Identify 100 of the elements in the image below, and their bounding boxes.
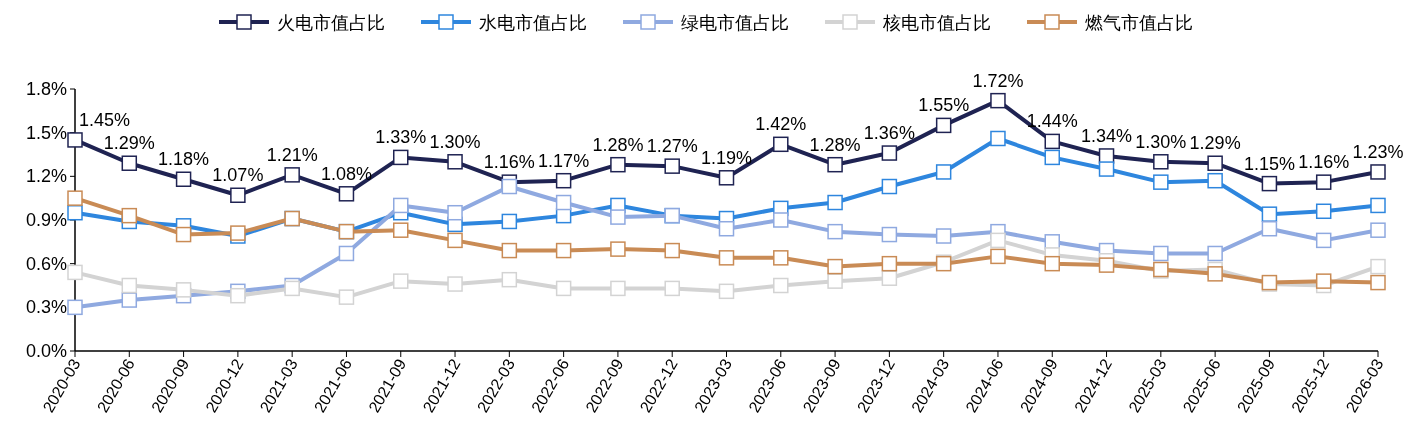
point [447, 204, 463, 221]
text: 1.44% [1026, 111, 1078, 132]
y-tick-label: 0.3% [25, 297, 67, 318]
point [121, 292, 138, 308]
legend-label: 绿电市值占比 [681, 13, 789, 33]
point [67, 299, 83, 316]
point [1261, 175, 1278, 192]
point [1370, 222, 1386, 238]
y-tick-label: 0.6% [25, 253, 67, 274]
point [935, 117, 952, 134]
point [935, 164, 952, 180]
point [1153, 174, 1169, 190]
point [393, 197, 409, 214]
point [1315, 273, 1332, 289]
point [230, 187, 246, 204]
text: 1.28% [809, 134, 861, 155]
point [718, 220, 735, 237]
point [1207, 172, 1223, 189]
legend-label: 火电市值占比 [277, 13, 385, 33]
point [827, 194, 843, 211]
point [555, 172, 572, 189]
point [175, 282, 192, 298]
point [447, 276, 463, 292]
point [1370, 197, 1386, 214]
point [881, 270, 898, 286]
y-tick-label: 1.2% [25, 166, 67, 187]
point [881, 178, 898, 195]
point [664, 158, 680, 174]
text: 1.17% [538, 150, 590, 171]
point [935, 228, 952, 244]
point [284, 167, 300, 183]
point [881, 226, 898, 243]
point [447, 154, 463, 170]
point [773, 136, 789, 153]
point [1315, 232, 1332, 249]
text: 1.72% [972, 70, 1024, 91]
point [610, 209, 626, 225]
point [338, 186, 355, 202]
point [121, 155, 138, 171]
point [1315, 203, 1332, 220]
text: 1.55% [918, 95, 970, 116]
point [827, 258, 843, 275]
text: 1.36% [863, 123, 915, 144]
point [1098, 257, 1115, 273]
text: 1.29% [1189, 133, 1241, 154]
point [230, 287, 246, 304]
text: 1.45% [79, 109, 131, 130]
point [610, 156, 626, 173]
point [555, 280, 572, 297]
point [1207, 245, 1223, 262]
point [501, 242, 518, 259]
text: 1.15% [1243, 153, 1295, 174]
y-tick-label: 1.5% [25, 122, 67, 143]
point [990, 130, 1006, 147]
point [1044, 149, 1060, 166]
point [501, 178, 518, 195]
point [175, 171, 192, 187]
text: 1.16% [483, 152, 535, 173]
point [338, 245, 355, 262]
point [718, 283, 735, 300]
point [501, 213, 518, 230]
text: 1.30% [1135, 131, 1187, 152]
point [881, 255, 898, 272]
point [121, 277, 138, 294]
point [393, 149, 409, 166]
point [610, 241, 626, 257]
point [718, 170, 735, 186]
point [990, 248, 1006, 265]
point [1098, 161, 1115, 177]
y-tick-label: 0.0% [25, 341, 67, 361]
point [67, 204, 83, 221]
legend-label: 燃气市值占比 [1085, 13, 1193, 33]
point [664, 280, 680, 297]
point [827, 223, 843, 240]
text: 1.27% [646, 136, 698, 157]
point [1261, 206, 1278, 222]
legend-label: 水电市值占比 [479, 13, 587, 33]
point [773, 212, 789, 228]
point [1044, 255, 1060, 272]
point [773, 250, 789, 266]
y-tick-label: 1.8% [25, 79, 67, 99]
text: 1.18% [158, 149, 210, 170]
point [990, 232, 1006, 249]
text: 1.28% [592, 134, 644, 155]
point [1370, 274, 1386, 291]
text: 1.30% [429, 131, 481, 152]
point [175, 226, 192, 243]
text: 1.08% [320, 163, 372, 184]
point [67, 190, 83, 206]
text: 1.42% [755, 114, 807, 135]
text: 1.23% [1352, 141, 1404, 162]
point [447, 232, 463, 249]
text: 1.29% [103, 133, 155, 154]
point [664, 242, 680, 259]
text: 1.34% [1081, 125, 1133, 146]
point [555, 242, 572, 259]
y-tick-label: 0.9% [25, 210, 67, 230]
point [827, 273, 843, 289]
point [1044, 133, 1060, 150]
text: 1.21% [266, 144, 318, 165]
